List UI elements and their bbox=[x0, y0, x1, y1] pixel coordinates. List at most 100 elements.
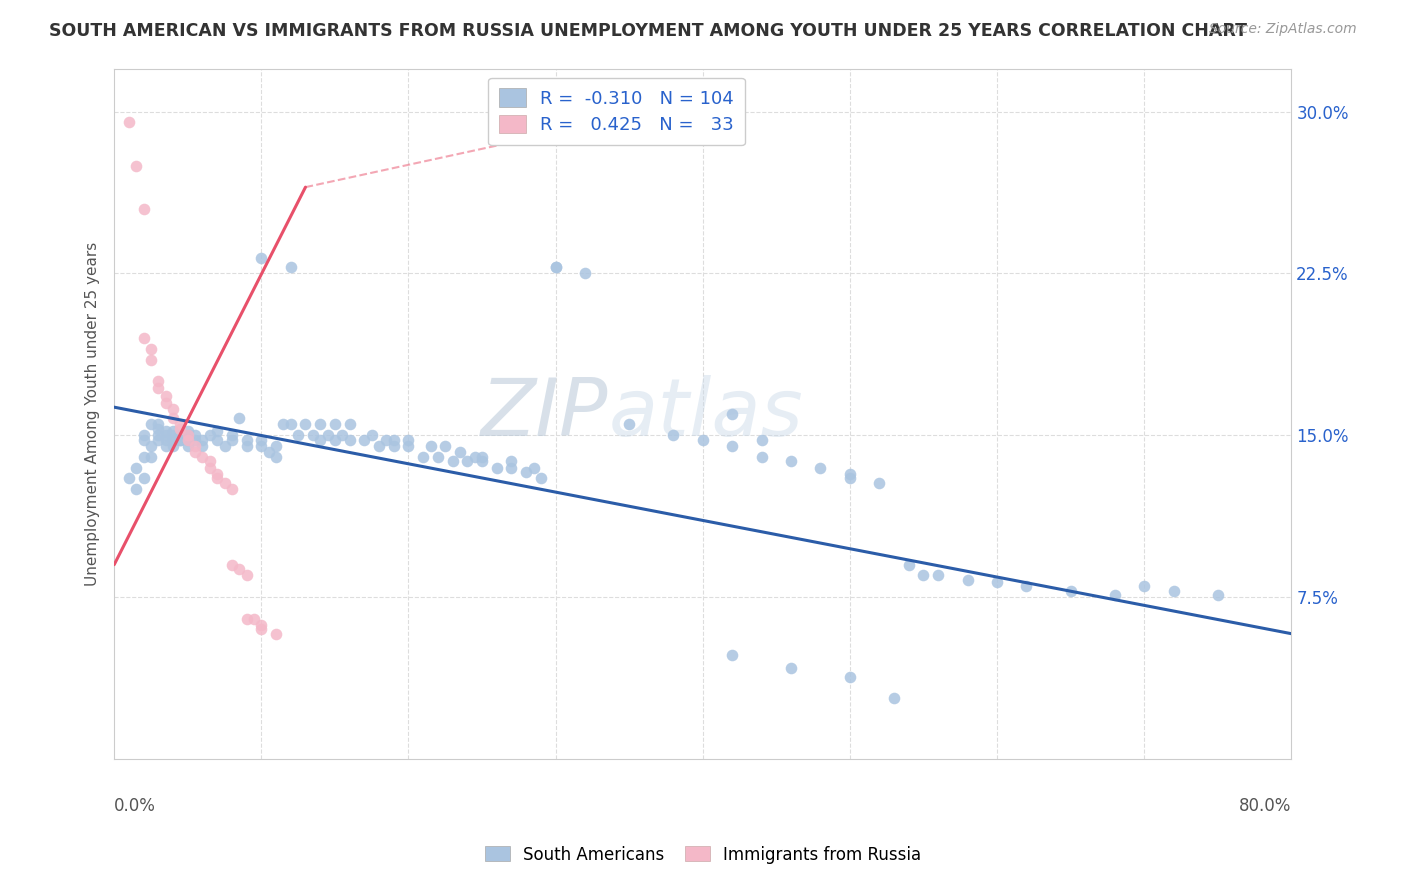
Point bbox=[868, 475, 890, 490]
Point bbox=[169, 433, 191, 447]
Point bbox=[449, 445, 471, 459]
Point bbox=[228, 562, 250, 576]
Point bbox=[162, 433, 184, 447]
Point bbox=[139, 439, 162, 453]
Point bbox=[412, 450, 434, 464]
Point bbox=[155, 433, 177, 447]
Point bbox=[339, 417, 361, 432]
Point bbox=[544, 260, 567, 274]
Text: ZIP: ZIP bbox=[481, 375, 609, 452]
Point bbox=[177, 424, 200, 438]
Point bbox=[692, 433, 714, 447]
Point bbox=[838, 670, 860, 684]
Point bbox=[235, 611, 257, 625]
Point bbox=[132, 471, 155, 485]
Text: 0.0%: 0.0% bbox=[114, 797, 156, 814]
Y-axis label: Unemployment Among Youth under 25 years: Unemployment Among Youth under 25 years bbox=[86, 242, 100, 586]
Point bbox=[360, 428, 382, 442]
Point bbox=[155, 396, 177, 410]
Point bbox=[1104, 588, 1126, 602]
Point bbox=[177, 439, 200, 453]
Point bbox=[155, 439, 177, 453]
Point bbox=[132, 433, 155, 447]
Point bbox=[662, 428, 685, 442]
Point bbox=[162, 411, 184, 425]
Point bbox=[721, 407, 744, 421]
Point bbox=[155, 389, 177, 403]
Point bbox=[956, 573, 979, 587]
Point bbox=[619, 417, 641, 432]
Point bbox=[501, 460, 523, 475]
Point bbox=[721, 648, 744, 663]
Point bbox=[155, 428, 177, 442]
Point bbox=[132, 428, 155, 442]
Point bbox=[294, 417, 316, 432]
Point bbox=[1206, 588, 1229, 602]
Point bbox=[221, 428, 243, 442]
Point bbox=[264, 626, 287, 640]
Point bbox=[221, 558, 243, 572]
Point bbox=[125, 482, 148, 496]
Point bbox=[214, 475, 236, 490]
Point bbox=[250, 623, 273, 637]
Point bbox=[177, 428, 200, 442]
Point bbox=[184, 428, 207, 442]
Point bbox=[191, 433, 214, 447]
Text: Source: ZipAtlas.com: Source: ZipAtlas.com bbox=[1209, 22, 1357, 37]
Point bbox=[162, 402, 184, 417]
Point bbox=[148, 428, 170, 442]
Point bbox=[132, 331, 155, 345]
Point bbox=[264, 439, 287, 453]
Point bbox=[751, 433, 773, 447]
Point bbox=[301, 428, 323, 442]
Point bbox=[287, 428, 309, 442]
Point bbox=[139, 352, 162, 367]
Point bbox=[162, 424, 184, 438]
Point bbox=[177, 433, 200, 447]
Point bbox=[169, 417, 191, 432]
Point bbox=[264, 450, 287, 464]
Point bbox=[544, 260, 567, 274]
Point bbox=[148, 381, 170, 395]
Point bbox=[323, 433, 346, 447]
Point bbox=[148, 417, 170, 432]
Point bbox=[162, 439, 184, 453]
Point bbox=[243, 611, 266, 625]
Point bbox=[721, 439, 744, 453]
Point bbox=[184, 445, 207, 459]
Point bbox=[375, 433, 398, 447]
Point bbox=[132, 450, 155, 464]
Legend: R =  -0.310   N = 104, R =   0.425   N =   33: R = -0.310 N = 104, R = 0.425 N = 33 bbox=[488, 78, 745, 145]
Point bbox=[330, 428, 353, 442]
Point bbox=[419, 439, 441, 453]
Point bbox=[118, 471, 141, 485]
Point bbox=[398, 433, 420, 447]
Point bbox=[280, 417, 302, 432]
Point bbox=[139, 342, 162, 356]
Point bbox=[250, 433, 273, 447]
Point bbox=[927, 568, 949, 582]
Point bbox=[139, 417, 162, 432]
Point bbox=[1015, 579, 1038, 593]
Point bbox=[139, 450, 162, 464]
Point bbox=[522, 460, 544, 475]
Legend: South Americans, Immigrants from Russia: South Americans, Immigrants from Russia bbox=[478, 839, 928, 871]
Point bbox=[838, 467, 860, 481]
Point bbox=[464, 450, 486, 464]
Point bbox=[221, 433, 243, 447]
Point bbox=[148, 374, 170, 388]
Point bbox=[339, 433, 361, 447]
Point bbox=[515, 465, 537, 479]
Point bbox=[118, 115, 141, 129]
Point bbox=[280, 260, 302, 274]
Point bbox=[228, 411, 250, 425]
Point bbox=[214, 439, 236, 453]
Point bbox=[368, 439, 391, 453]
Point bbox=[398, 439, 420, 453]
Point bbox=[456, 454, 478, 468]
Point bbox=[1163, 583, 1185, 598]
Point bbox=[169, 433, 191, 447]
Point bbox=[309, 433, 332, 447]
Point bbox=[1133, 579, 1156, 593]
Point bbox=[780, 454, 803, 468]
